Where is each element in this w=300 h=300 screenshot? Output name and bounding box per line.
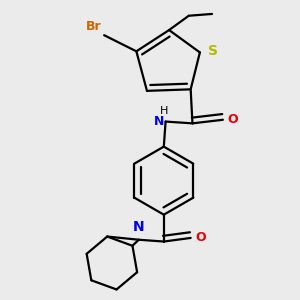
Text: S: S <box>208 44 218 58</box>
Text: H: H <box>160 106 168 116</box>
Text: Br: Br <box>85 20 101 33</box>
Text: O: O <box>195 231 206 244</box>
Text: O: O <box>227 113 238 126</box>
Text: N: N <box>133 220 145 234</box>
Text: N: N <box>153 115 164 128</box>
